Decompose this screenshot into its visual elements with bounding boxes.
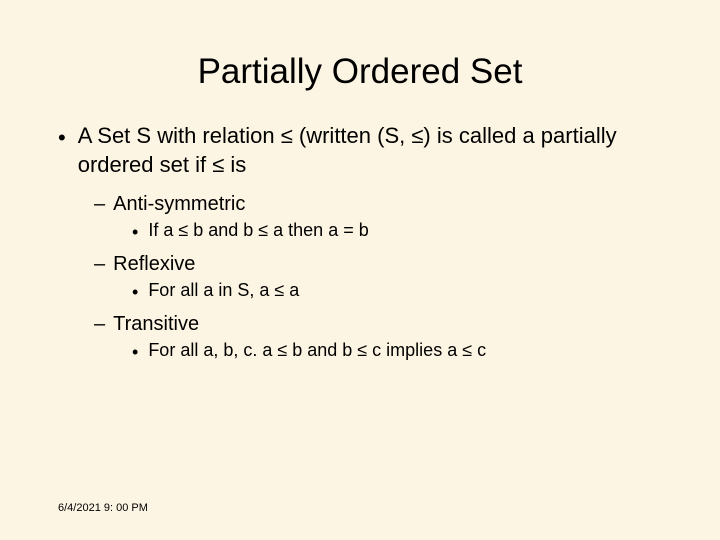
main-bullet: • A Set S with relation ≤ (written (S, ≤… bbox=[58, 122, 680, 179]
dash-icon: – bbox=[94, 193, 105, 216]
bullet-dot-icon: • bbox=[58, 124, 66, 179]
sub-item-antisymmetric: – Anti-symmetric bbox=[94, 193, 680, 216]
sub-item-label: Anti-symmetric bbox=[113, 193, 245, 216]
slide-content: • A Set S with relation ≤ (written (S, ≤… bbox=[0, 122, 720, 363]
sub-item-label: Reflexive bbox=[113, 253, 195, 276]
sub-sub-item-antisymmetric: • If a ≤ b and b ≤ a then a = b bbox=[132, 220, 680, 243]
slide-title: Partially Ordered Set bbox=[0, 0, 720, 122]
sub-sub-item-text: For all a, b, c. a ≤ b and b ≤ c implies… bbox=[148, 340, 486, 363]
sub-sub-item-reflexive: • For all a in S, a ≤ a bbox=[132, 280, 680, 303]
sub-sub-item-text: For all a in S, a ≤ a bbox=[148, 280, 299, 303]
sub-sub-item-transitive: • For all a, b, c. a ≤ b and b ≤ c impli… bbox=[132, 340, 680, 363]
footer-timestamp: 6/4/2021 9: 00 PM bbox=[58, 502, 148, 514]
sub-item-transitive: – Transitive bbox=[94, 313, 680, 336]
sub-item-reflexive: – Reflexive bbox=[94, 253, 680, 276]
sub-item-label: Transitive bbox=[113, 313, 199, 336]
sub-sub-item-text: If a ≤ b and b ≤ a then a = b bbox=[148, 220, 368, 243]
bullet-dot-icon: • bbox=[132, 282, 138, 303]
main-bullet-text: A Set S with relation ≤ (written (S, ≤) … bbox=[78, 122, 680, 179]
dash-icon: – bbox=[94, 253, 105, 276]
bullet-dot-icon: • bbox=[132, 222, 138, 243]
bullet-dot-icon: • bbox=[132, 342, 138, 363]
dash-icon: – bbox=[94, 313, 105, 336]
